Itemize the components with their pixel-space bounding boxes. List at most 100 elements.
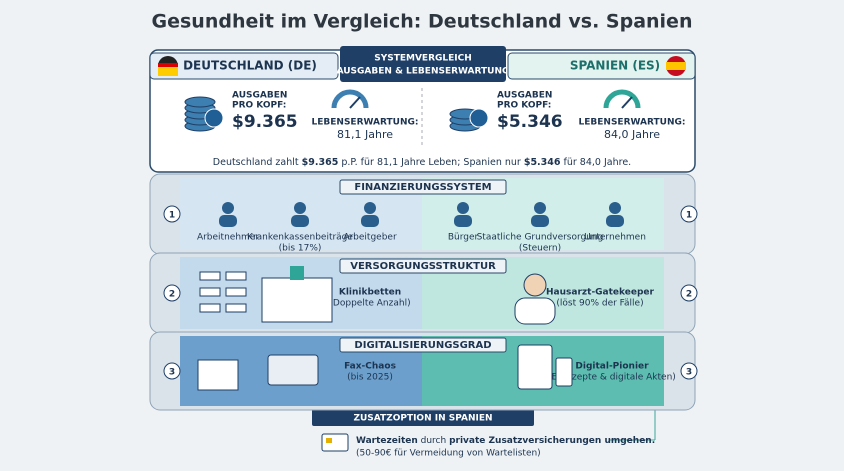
item-label: Hausarzt-Gatekeeper [546,288,655,298]
section-header [339,337,507,353]
person-icon-body [531,215,549,227]
item-label: Arbeitnehmer [197,233,259,243]
card-icon [321,433,349,452]
summary-part: $9.365 [302,157,339,168]
bed-icon [225,287,247,297]
summary-part: $5.346 [524,157,561,168]
item-sub: (Steuern) [519,244,561,254]
bed-icon [225,271,247,281]
extra-part: Wartezeiten [356,436,418,446]
life-label: LEBENSERWARTUNG: [579,118,686,128]
gauge-needle [349,96,361,109]
spending-label: AUSGABEN [232,91,287,101]
section-number-badge [680,362,698,380]
bed-icon [199,303,221,313]
extra-part: private Zusatzversicherungen umgehen. [449,436,655,446]
doctor-icon [523,273,547,297]
gauge-needle [621,96,633,109]
hospital-cross [290,266,304,280]
extra-note: (50-90€ für Vermeidung von Wartelisten) [356,449,541,459]
card-chip [326,438,332,443]
section-header [339,258,507,274]
phone-icon [555,357,573,387]
person-icon-body [291,215,309,227]
person-icon [222,202,234,214]
life-value: 81,1 Jahre [337,128,393,141]
life-value: 84,0 Jahre [604,128,660,141]
item-sub: (bis 17%) [279,244,322,254]
person-icon [294,202,306,214]
person-icon-body [361,215,379,227]
item-sub: (löst 90% der Fälle) [556,299,643,309]
item-label: Staatliche Grundversorgung [477,233,604,243]
summary-part: p.P. für 81,1 Jahre Leben; Spanien nur [338,157,524,168]
spending-value: $9.365 [232,112,298,132]
person-icon-body [606,215,624,227]
tablet-icon [517,344,553,390]
center-header [340,46,506,82]
item-label: Klinikbetten [339,288,401,298]
extra-title: ZUSATZOPTION IN SPANIEN [353,414,492,424]
section-number: 1 [169,211,175,221]
person-icon [364,202,376,214]
spending-label: PRO KOPF: [232,101,286,111]
bed-icon [199,287,221,297]
section-number: 3 [686,368,692,378]
es-header [507,52,696,80]
hospital-icon [261,277,333,323]
flag-es [666,56,686,76]
section-header [339,179,507,195]
spending-label: PRO KOPF: [497,101,551,111]
title: Gesundheit im Vergleich: Deutschland vs.… [152,11,693,33]
spending-value: $5.346 [497,112,563,132]
center-subtitle: AUSGABEN & LEBENSERWARTUNG [337,67,510,77]
section-title: DIGITALISIERUNGSGRAD [354,340,491,351]
person-icon-body [219,215,237,227]
item-label: Fax-Chaos [344,362,396,372]
dollar-icon [204,108,224,128]
section-number-badge [680,205,698,223]
extra-part: durch [418,436,449,446]
item-sub: (E-Rezepte & digitale Akten) [548,373,676,383]
summary-part: für 84,0 Jahre. [561,157,632,168]
person-icon [457,202,469,214]
summary-part: Deutschland zahlt [213,157,302,168]
gauge-icon [603,89,641,109]
paper-stack-icon [197,359,239,391]
item-sub: (Doppelte Anzahl) [329,299,410,309]
bed-icon [199,271,221,281]
extra-header [312,409,534,426]
item-label: Unternehmen [584,233,646,243]
person-icon-body [454,215,472,227]
spending-label: AUSGABEN [497,91,552,101]
item-label: Digital-Pionier [575,362,649,372]
doctor-body [514,297,556,325]
section-number: 2 [169,290,175,300]
section-number-badge [680,284,698,302]
fax-icon [267,354,319,386]
person-icon [609,202,621,214]
bed-icon [225,303,247,313]
section-number-badge [163,362,181,380]
item-sub: (bis 2025) [347,373,393,383]
de-title: DEUTSCHLAND (DE) [183,59,317,73]
de-header [149,52,339,80]
section-number: 2 [686,290,692,300]
section-number: 3 [169,368,175,378]
section-title: FINANZIERUNGSSYSTEM [354,182,491,193]
person-icon [534,202,546,214]
section-title: VERSORGUNGSSTRUKTUR [350,261,496,272]
coin-icon [184,96,216,108]
section-number-badge [163,205,181,223]
flag-de [158,56,178,76]
extra-text: Wartezeiten durch private Zusatzversiche… [356,436,655,446]
gauge-icon [331,89,369,109]
section-number-badge [163,284,181,302]
item-label: Arbeitgeber [343,233,397,243]
es-title: SPANIEN (ES) [570,59,660,73]
item-label: Krankenkassenbeiträge [247,233,353,243]
center-title: SYSTEMVERGLEICH [374,54,472,64]
dollar-icon [469,108,489,128]
